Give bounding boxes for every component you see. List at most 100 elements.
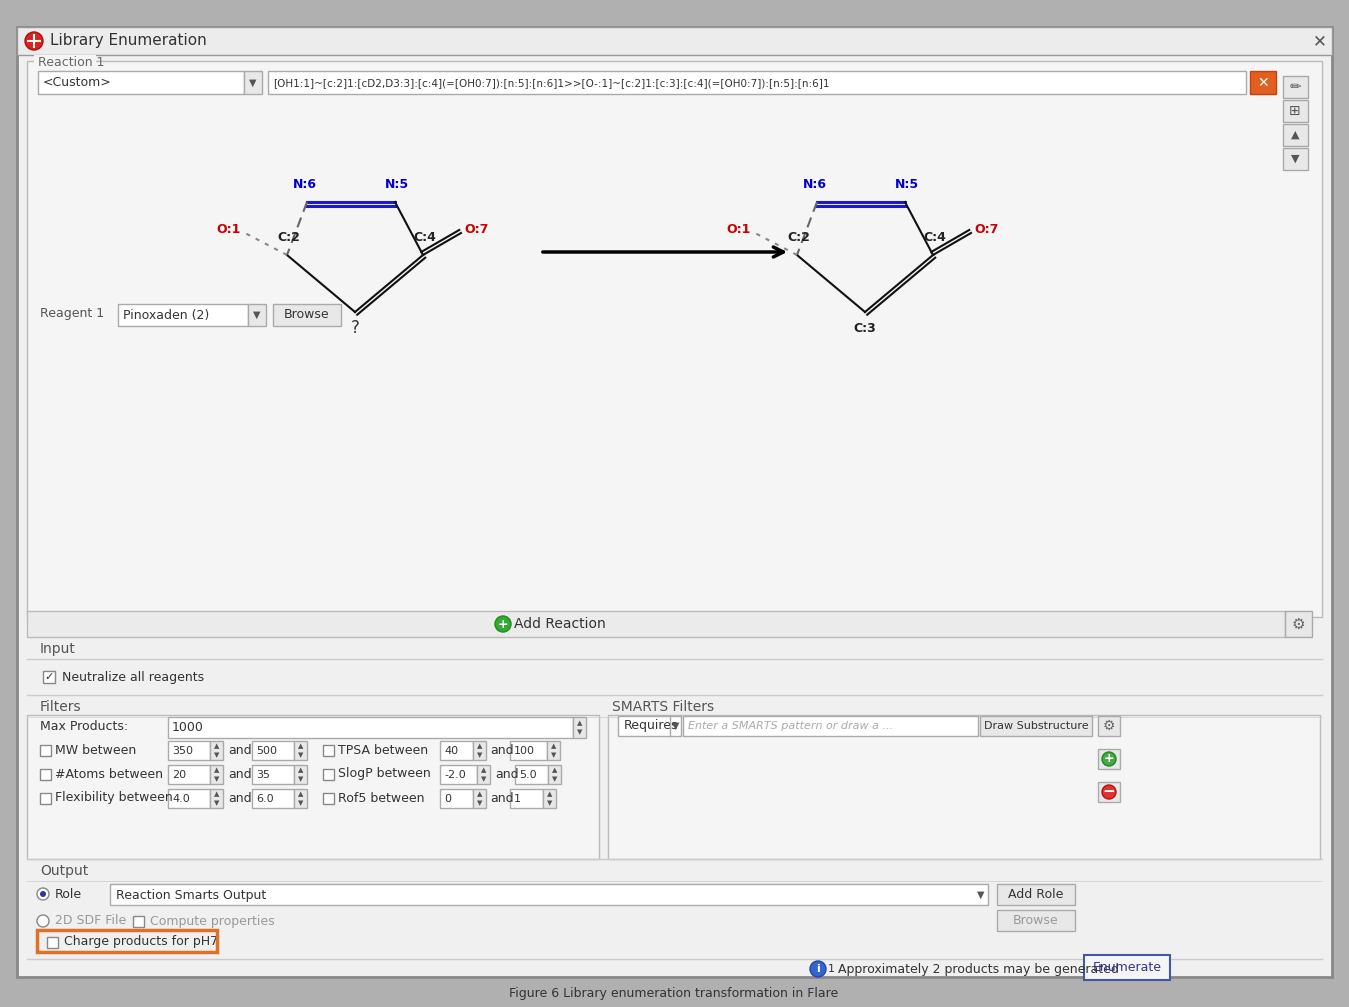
Text: ▲: ▲ [214, 743, 220, 749]
Text: 35: 35 [256, 769, 270, 779]
Text: ▲: ▲ [552, 743, 557, 749]
Text: 2D SDF File: 2D SDF File [55, 914, 127, 927]
Circle shape [36, 915, 49, 927]
Bar [1283, 124, 1309, 146]
Bar [322, 744, 335, 755]
Text: and: and [228, 792, 252, 805]
Bar [169, 741, 210, 760]
Text: ▼: ▼ [298, 751, 304, 757]
Bar [40, 768, 51, 779]
Bar [252, 741, 294, 760]
Text: ▼: ▼ [482, 775, 487, 781]
Text: Add Role: Add Role [1008, 888, 1064, 901]
Bar [473, 789, 486, 808]
Bar [294, 789, 308, 808]
Bar [111, 884, 987, 905]
Text: ▲: ▲ [548, 792, 553, 798]
Bar [272, 304, 341, 326]
Bar [117, 304, 248, 326]
Bar [169, 789, 210, 808]
Text: ▲: ▲ [1291, 130, 1299, 140]
Text: 4.0: 4.0 [173, 794, 190, 804]
Text: N:6: N:6 [293, 178, 317, 191]
Bar [440, 765, 478, 784]
Bar [544, 789, 556, 808]
Bar [1283, 76, 1309, 98]
Text: O:7: O:7 [465, 223, 490, 236]
Text: Reaction Smarts Output: Reaction Smarts Output [116, 888, 266, 901]
Bar [1098, 716, 1120, 736]
Text: O:7: O:7 [975, 223, 1000, 236]
Text: ▼: ▼ [548, 800, 553, 806]
Text: Output: Output [40, 864, 88, 878]
Bar [294, 741, 308, 760]
Bar [27, 61, 1322, 617]
Text: ✕: ✕ [1257, 76, 1269, 90]
Text: Approximately 2 products may be generated: Approximately 2 products may be generate… [838, 963, 1118, 976]
Bar [979, 716, 1091, 736]
Bar [1286, 611, 1313, 637]
Text: Input: Input [40, 642, 76, 656]
Text: Library Enumeration: Library Enumeration [50, 33, 206, 48]
Bar [244, 71, 262, 94]
Text: 500: 500 [256, 745, 277, 755]
Text: Reagent 1: Reagent 1 [40, 307, 104, 320]
Text: and: and [228, 767, 252, 780]
Text: ▼: ▼ [977, 890, 985, 900]
Text: ⊞: ⊞ [1290, 104, 1300, 118]
Text: 0: 0 [444, 794, 451, 804]
Bar [322, 793, 335, 804]
Text: and: and [490, 792, 514, 805]
Text: ▼: ▼ [478, 800, 483, 806]
Bar [134, 915, 144, 926]
Text: -2.0: -2.0 [444, 769, 465, 779]
Text: Enter a SMARTS pattern or draw a ...: Enter a SMARTS pattern or draw a ... [688, 721, 893, 731]
Circle shape [26, 32, 43, 50]
Text: ▼: ▼ [298, 775, 304, 781]
Text: O:1: O:1 [217, 223, 241, 236]
Bar [18, 27, 1331, 55]
Text: Browse: Browse [1013, 914, 1059, 927]
Text: and: and [490, 743, 514, 756]
Bar [608, 715, 1321, 859]
Bar [683, 716, 978, 736]
Text: ▲: ▲ [298, 767, 304, 773]
Text: Charge products for pH7: Charge products for pH7 [63, 936, 219, 949]
Text: ▲: ▲ [298, 792, 304, 798]
Circle shape [809, 961, 826, 977]
Bar [38, 71, 244, 94]
Text: ▲: ▲ [478, 792, 483, 798]
Bar [510, 789, 544, 808]
Circle shape [495, 616, 511, 632]
Text: Compute properties: Compute properties [150, 914, 275, 927]
Bar [1098, 782, 1120, 802]
Text: ▲: ▲ [214, 767, 220, 773]
Text: N:6: N:6 [803, 178, 827, 191]
Text: ▲: ▲ [577, 720, 583, 726]
Bar [478, 765, 490, 784]
Bar [440, 741, 473, 760]
Text: ▼: ▼ [214, 775, 220, 781]
Text: ▲: ▲ [298, 743, 304, 749]
Text: ▼: ▼ [577, 729, 583, 735]
Bar [1251, 71, 1276, 94]
Text: ⚙: ⚙ [1102, 719, 1116, 733]
Text: ✓: ✓ [45, 672, 54, 682]
Text: ▼: ▼ [298, 800, 304, 806]
Text: Rof5 between: Rof5 between [339, 792, 425, 805]
Bar [546, 741, 560, 760]
Text: ▼: ▼ [552, 775, 557, 781]
Text: Filters: Filters [40, 700, 82, 714]
Text: C:4: C:4 [414, 231, 437, 244]
Circle shape [40, 891, 46, 897]
Bar [573, 717, 585, 738]
Bar [618, 716, 681, 736]
Bar [248, 304, 266, 326]
Text: 5.0: 5.0 [519, 769, 537, 779]
Bar [1098, 749, 1120, 769]
Text: 100: 100 [514, 745, 536, 755]
Text: ▼: ▼ [672, 721, 680, 731]
Bar [997, 884, 1075, 905]
Text: ✕: ✕ [1313, 32, 1327, 50]
Text: Pinoxaden (2): Pinoxaden (2) [123, 308, 209, 321]
